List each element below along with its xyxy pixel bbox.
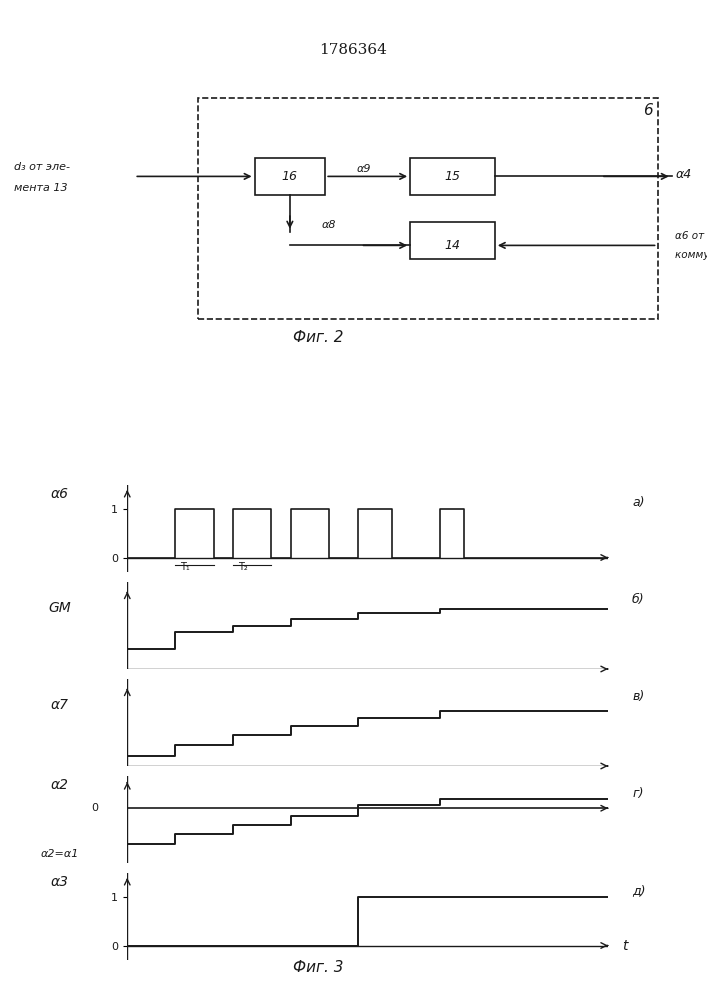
Text: Фиг. 2: Фиг. 2 [293, 330, 344, 345]
Text: мента 13: мента 13 [14, 183, 68, 193]
Text: г): г) [632, 787, 643, 800]
Text: α9: α9 [357, 164, 372, 174]
Text: а): а) [632, 496, 645, 509]
Text: α7: α7 [51, 698, 69, 712]
Text: 1786364: 1786364 [320, 43, 387, 57]
Text: T₁: T₁ [180, 562, 189, 572]
Text: α8: α8 [322, 220, 337, 230]
Text: α6: α6 [51, 487, 69, 501]
Text: Фиг. 3: Фиг. 3 [293, 960, 344, 975]
Text: 6: 6 [643, 103, 653, 118]
Text: t: t [622, 938, 628, 952]
Text: α4: α4 [675, 168, 691, 181]
Text: б): б) [632, 593, 645, 606]
Text: коммутатора 7: коммутатора 7 [675, 250, 707, 260]
Text: T₂: T₂ [238, 562, 247, 572]
Bar [410, 158, 495, 195]
Text: GМ: GМ [49, 601, 71, 615]
Text: 0: 0 [91, 803, 98, 813]
Text: д): д) [632, 884, 645, 897]
Text: 16: 16 [282, 170, 298, 183]
Text: α6 от: α6 от [675, 231, 704, 241]
Bar [198, 98, 658, 319]
Bar [255, 158, 325, 195]
Text: 14: 14 [445, 239, 460, 252]
Text: 15: 15 [445, 170, 460, 183]
Text: в): в) [632, 690, 644, 703]
Text: d₃ от эле-: d₃ от эле- [14, 162, 70, 172]
Bar [410, 222, 495, 259]
Text: α3: α3 [51, 875, 69, 889]
Text: α2=α1: α2=α1 [41, 849, 79, 859]
Text: α2: α2 [51, 778, 69, 792]
